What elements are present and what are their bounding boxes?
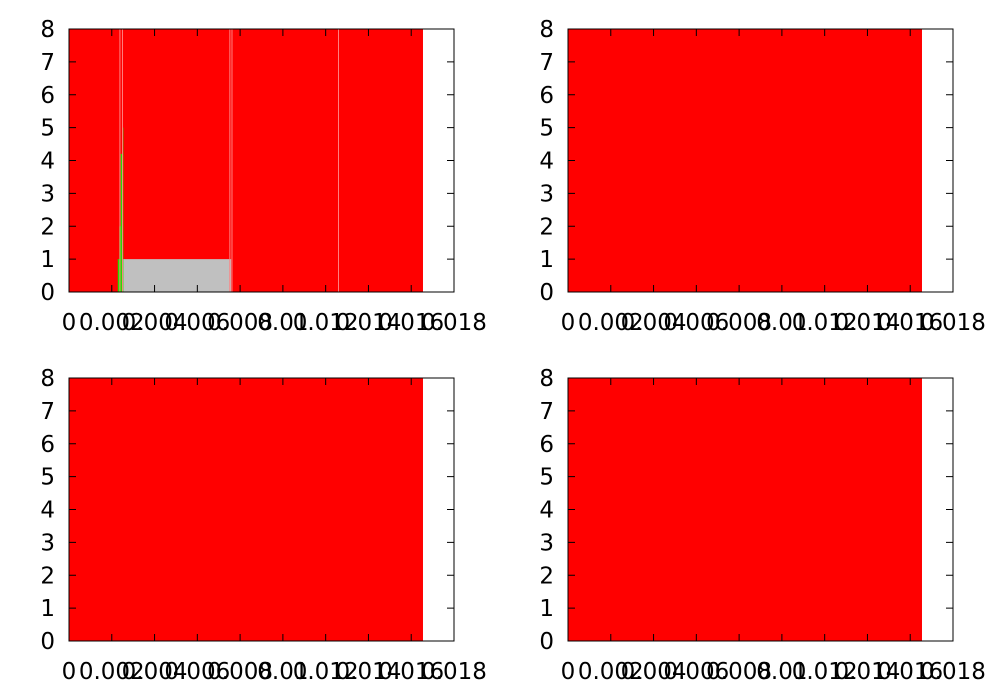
panel-bottom-right-x-tick-label-7: 0.014 xyxy=(835,659,901,685)
panel-bottom-left-x-tick-label-9: 0.018 xyxy=(421,659,487,685)
panel-bottom-right-y-tick-label-6: 6 xyxy=(539,432,554,458)
panel-top-right-x-tick-label-5: 0.01 xyxy=(756,310,807,336)
panel-top-right-x-tick-label-9: 0.018 xyxy=(920,310,986,336)
panel-top-left-x-tick-label-9: 0.018 xyxy=(421,310,487,336)
panel-bottom-right-x-tick-label-4: 0.008 xyxy=(706,659,772,685)
panel-bottom-left-x-tick-label-2: 0.004 xyxy=(122,659,188,685)
panel-bottom-left-y-tick-label-8: 8 xyxy=(40,366,55,392)
panel-top-left-x-tick-label-1: 0.002 xyxy=(79,310,145,336)
panel-top-right-x-tick-label-0: 0 xyxy=(561,310,576,336)
panel-top-right-y-tick-label-1: 1 xyxy=(539,247,554,273)
panel-bottom-right-y-tick-label-7: 7 xyxy=(539,399,554,425)
panel-bottom-right-x-tick-label-3: 0.006 xyxy=(663,659,729,685)
panel-bottom-right-y-tick-label-4: 4 xyxy=(539,498,554,524)
panel-top-left-y-tick-label-6: 6 xyxy=(40,83,55,109)
panel-top-right-x-tick-label-3: 0.006 xyxy=(663,310,729,336)
panel-top-left-y-tick-label-4: 4 xyxy=(40,149,55,175)
panel-top-right-y-tick-label-4: 4 xyxy=(539,149,554,175)
panel-bottom-left-y-tick-label-7: 7 xyxy=(40,399,55,425)
panel-top-left-x-tick-label-4: 0.008 xyxy=(207,310,273,336)
panel-top-left-series-1-area xyxy=(123,259,232,292)
panel-top-left-y-tick-label-2: 2 xyxy=(40,214,55,240)
panel-bottom-right-y-tick-label-8: 8 xyxy=(539,366,554,392)
panel-top-right-x-tick-label-2: 0.004 xyxy=(621,310,687,336)
panel-top-right-y-tick-label-3: 3 xyxy=(539,181,554,207)
panel-top-right-y-tick-label-2: 2 xyxy=(539,214,554,240)
panel-top-left-y-tick-label-1: 1 xyxy=(40,247,55,273)
panel-bottom-left-x-tick-label-6: 0.012 xyxy=(293,659,359,685)
panel-bottom-left-x-tick-label-1: 0.002 xyxy=(79,659,145,685)
panel-top-left-y-tick-label-5: 5 xyxy=(40,116,55,142)
panel-bottom-right-x-tick-label-9: 0.018 xyxy=(920,659,986,685)
panel-top-left-x-tick-label-3: 0.006 xyxy=(164,310,230,336)
panel-top-right-y-tick-label-6: 6 xyxy=(539,83,554,109)
panel-top-left-x-tick-label-0: 0 xyxy=(62,310,77,336)
panel-top-left-x-tick-label-8: 0.016 xyxy=(378,310,444,336)
panel-bottom-left-y-tick-label-1: 1 xyxy=(40,596,55,622)
panel-top-right-x-tick-label-8: 0.016 xyxy=(877,310,943,336)
panel-bottom-right-x-tick-label-2: 0.004 xyxy=(621,659,687,685)
panel-top-right-y-tick-label-8: 8 xyxy=(539,17,554,43)
panel-top-left-y-tick-label-0: 0 xyxy=(40,280,55,306)
panel-top-left-background-area xyxy=(69,29,423,292)
panel-bottom-left-y-tick-label-2: 2 xyxy=(40,563,55,589)
panel-bottom-right-y-tick-label-5: 5 xyxy=(539,465,554,491)
panel-bottom-left-y-tick-label-3: 3 xyxy=(40,530,55,556)
panel-bottom-right-x-tick-label-1: 0.002 xyxy=(578,659,644,685)
panel-top-right-y-tick-label-5: 5 xyxy=(539,116,554,142)
panel-bottom-right-y-tick-label-3: 3 xyxy=(539,530,554,556)
panel-bottom-left-background-area xyxy=(69,378,423,641)
panel-bottom-left-x-tick-label-4: 0.008 xyxy=(207,659,273,685)
panel-top-right-background-area xyxy=(568,29,922,292)
panel-bottom-left-x-tick-label-7: 0.014 xyxy=(336,659,402,685)
panel-bottom-right-x-tick-label-5: 0.01 xyxy=(756,659,807,685)
panel-bottom-left-x-tick-label-3: 0.006 xyxy=(164,659,230,685)
panel-bottom-right-x-tick-label-8: 0.016 xyxy=(877,659,943,685)
panel-bottom-left-y-tick-label-4: 4 xyxy=(40,498,55,524)
panel-bottom-left-y-tick-label-0: 0 xyxy=(40,629,55,655)
panel-top-right-x-tick-label-7: 0.014 xyxy=(835,310,901,336)
panel-top-left-x-tick-label-6: 0.012 xyxy=(293,310,359,336)
panel-bottom-left-x-tick-label-8: 0.016 xyxy=(378,659,444,685)
panel-top-left-x-tick-label-5: 0.01 xyxy=(257,310,308,336)
panel-bottom-left-y-tick-label-5: 5 xyxy=(40,465,55,491)
panel-top-left-x-tick-label-7: 0.014 xyxy=(336,310,402,336)
panel-top-left-x-tick-label-2: 0.004 xyxy=(122,310,188,336)
panel-bottom-left-x-tick-label-0: 0 xyxy=(62,659,77,685)
panel-bottom-right-y-tick-label-0: 0 xyxy=(539,629,554,655)
panel-bottom-left-x-tick-label-5: 0.01 xyxy=(257,659,308,685)
panel-top-right-x-tick-label-1: 0.002 xyxy=(578,310,644,336)
panel-bottom-right-y-tick-label-2: 2 xyxy=(539,563,554,589)
panel-top-left-y-tick-label-7: 7 xyxy=(40,50,55,76)
panel-top-left-y-tick-label-8: 8 xyxy=(40,17,55,43)
panel-bottom-right-y-tick-label-1: 1 xyxy=(539,596,554,622)
panel-top-right-y-tick-label-7: 7 xyxy=(539,50,554,76)
panel-top-left-y-tick-label-3: 3 xyxy=(40,181,55,207)
panel-bottom-right-x-tick-label-0: 0 xyxy=(561,659,576,685)
panel-top-right-x-tick-label-4: 0.008 xyxy=(706,310,772,336)
panel-top-right-y-tick-label-0: 0 xyxy=(539,280,554,306)
panel-bottom-left-y-tick-label-6: 6 xyxy=(40,432,55,458)
panel-top-right-x-tick-label-6: 0.012 xyxy=(792,310,858,336)
panel-bottom-right-x-tick-label-6: 0.012 xyxy=(792,659,858,685)
panel-bottom-right-background-area xyxy=(568,378,922,641)
